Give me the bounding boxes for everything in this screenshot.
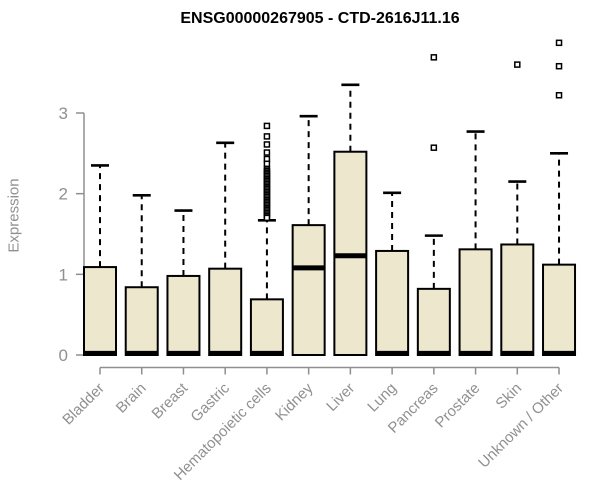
outlier-point-pancreas — [430, 54, 438, 61]
x-category-label: Bladder — [59, 380, 108, 429]
box-rect-unknown-other — [542, 263, 577, 356]
x-category-label: Lung — [364, 380, 400, 416]
y-tick-label: 2 — [59, 185, 68, 204]
outlier-point-skin — [514, 61, 521, 68]
chart-title: ENSG00000267905 - CTD-2616J11.16 — [180, 10, 460, 27]
box-rect-brain — [124, 286, 159, 356]
x-category-label: Skin — [492, 380, 525, 413]
box-rect-lung — [375, 249, 410, 357]
box-rect-gastric — [208, 267, 243, 356]
outlier-point-hematopoietic-cells — [263, 149, 271, 156]
x-category-label: Kidney — [272, 379, 317, 424]
y-tick-label: 3 — [59, 104, 68, 123]
outlier-point-hematopoietic-cells — [263, 160, 271, 168]
box-rect-prostate — [458, 248, 493, 356]
box-rect-breast — [166, 274, 201, 357]
box-rect-pancreas — [416, 287, 451, 356]
box-rect-kidney — [291, 224, 326, 356]
outlier-point-unknown-other — [555, 92, 563, 99]
outlier-point-unknown-other — [555, 39, 563, 47]
x-category-label: Breast — [149, 379, 192, 422]
x-category-label: Brain — [113, 380, 150, 417]
box-rect-skin — [500, 243, 535, 356]
y-tick-label: 0 — [59, 346, 68, 365]
outlier-point-hematopoietic-cells — [263, 141, 271, 148]
y-tick-label: 1 — [59, 265, 68, 284]
outlier-point-unknown-other — [555, 62, 563, 70]
x-category-label: Prostate — [432, 380, 484, 432]
x-category-label: Liver — [323, 380, 358, 415]
outlier-point-hematopoietic-cells — [263, 133, 271, 140]
box-rect-hematopoietic-cells — [249, 298, 284, 357]
outlier-point-hematopoietic-cells — [263, 214, 271, 222]
outlier-point-hematopoietic-cells — [263, 122, 271, 130]
box-rect-bladder — [83, 266, 117, 356]
outlier-point-pancreas — [430, 144, 438, 151]
